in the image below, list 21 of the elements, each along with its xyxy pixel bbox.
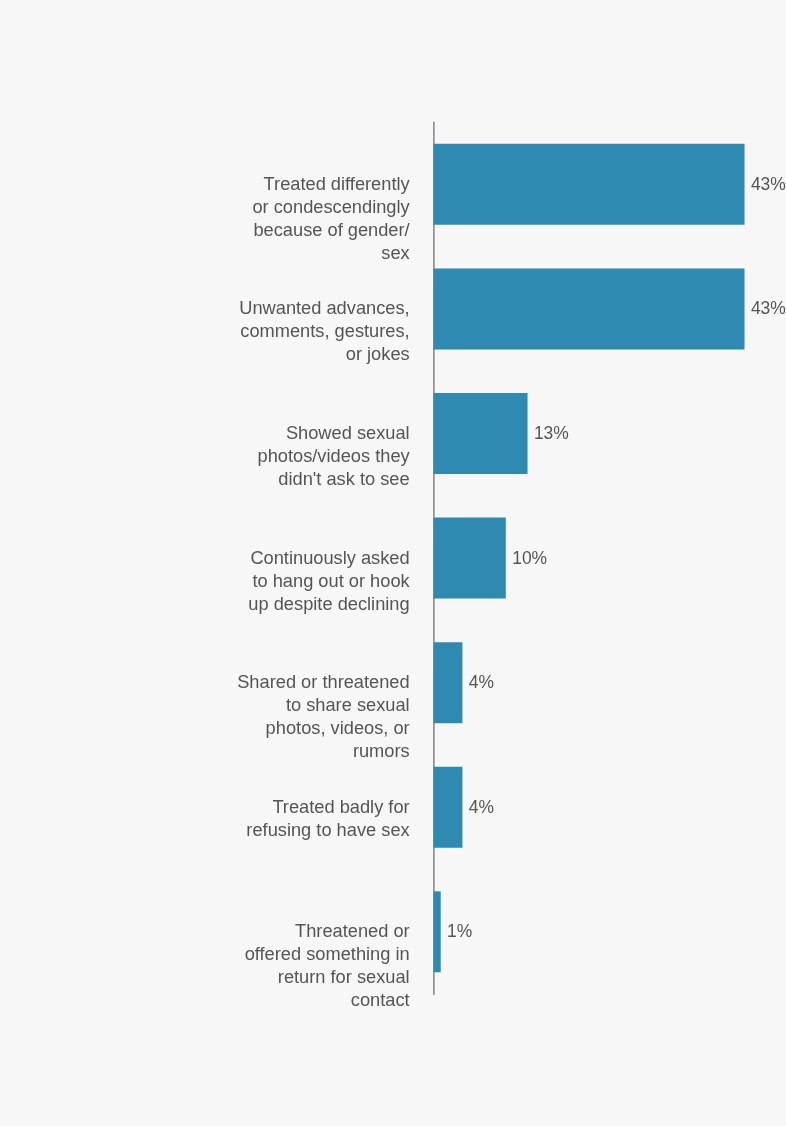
data-label: 4% <box>468 796 495 817</box>
bar <box>433 143 745 225</box>
bar <box>433 517 506 599</box>
data-label: 4% <box>468 672 495 693</box>
data-label: 13% <box>533 423 569 444</box>
y-tick-label: Shared or threatened to share sexual photos, videos, or rumors <box>237 671 410 762</box>
y-tick-label: Showed sexual photos/videos they didn't ask to see <box>257 422 411 490</box>
data-label: 43% <box>750 173 786 194</box>
bar <box>433 392 528 474</box>
y-tick-label: Unwanted advances, comments, gestures, or jokes <box>239 297 410 365</box>
bar <box>433 642 463 724</box>
data-label: 43% <box>750 298 786 319</box>
data-label: 10% <box>512 547 548 568</box>
bar <box>433 268 745 350</box>
bar <box>433 891 441 973</box>
y-tick-label: Threatened or offered something in return for sexual contact <box>244 920 410 1011</box>
y-tick-label: Treated differently or condescendingly because of gender/ sex <box>252 172 411 263</box>
bar <box>433 766 463 848</box>
y-tick-label: Continuously asked to hang out or hook up despite declining <box>248 546 411 614</box>
data-label: 1% <box>447 921 473 942</box>
y-tick-label: Treated badly for refusing to have sex <box>246 795 410 840</box>
